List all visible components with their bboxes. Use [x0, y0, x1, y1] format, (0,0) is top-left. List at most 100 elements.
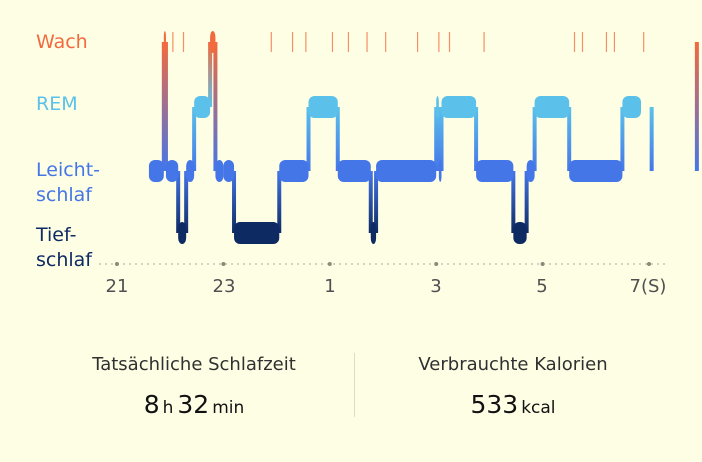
x-tick-dot [434, 262, 439, 266]
stage-transition [208, 42, 213, 107]
axis-dot [99, 263, 101, 265]
axis-dot [123, 263, 125, 265]
stage-bar-light [186, 160, 195, 182]
axis-dot [585, 263, 587, 265]
stage-transition [474, 107, 479, 171]
x-tick-dot [647, 262, 651, 266]
axis-dot [423, 263, 425, 265]
stage-transition [161, 42, 166, 171]
axis-dot [453, 263, 455, 265]
axis-dot [417, 263, 419, 265]
axis-dot [555, 263, 557, 265]
stage-bar-light [569, 160, 623, 182]
axis-dot [603, 263, 605, 265]
stage-bar-rem [441, 96, 477, 118]
axis-dot [273, 263, 275, 265]
axis-dot [597, 263, 599, 265]
axis-dot [195, 263, 197, 265]
axis-dot [375, 263, 377, 265]
axis-dot [231, 263, 233, 265]
stage-transition [567, 107, 572, 171]
axis-dot [135, 263, 137, 265]
axis-dot [465, 263, 467, 265]
stage-transition [335, 107, 340, 171]
axis-dot [381, 263, 383, 265]
stage-transition [374, 171, 379, 233]
stage-transition [434, 107, 439, 171]
axis-dot [645, 263, 647, 265]
axis-dot [393, 263, 395, 265]
axis-dot [405, 263, 407, 265]
stage-bar-wake [163, 31, 166, 53]
axis-dot [621, 263, 623, 265]
stage-transition [620, 107, 625, 171]
axis-dot [501, 263, 503, 265]
axis-dot [255, 263, 257, 265]
axis-dot [213, 263, 215, 265]
axis-dot [447, 263, 449, 265]
x-tick-label: 1 [324, 276, 336, 297]
x-tick-dot [540, 262, 545, 266]
stage-transition [277, 171, 282, 233]
axis-dot [627, 263, 629, 265]
axis-dot [399, 263, 401, 265]
axis-dot [243, 263, 245, 265]
axis-dot [519, 263, 521, 265]
stage-transition [439, 107, 444, 171]
stage-label-rem: REM [36, 93, 78, 115]
axis-dot [291, 263, 293, 265]
stage-bar-rem [534, 96, 570, 118]
axis-dot [363, 263, 365, 265]
axis-dot [441, 263, 443, 265]
wake-ticks [164, 32, 645, 52]
x-tick-label: 21 [105, 276, 129, 297]
sleep-minutes: 32 [177, 390, 210, 419]
axis-dot [177, 263, 179, 265]
stage-bar-light [438, 160, 442, 182]
axis-dot [267, 263, 269, 265]
stage-bar-rem [622, 96, 641, 118]
stage-bar-deep [370, 222, 377, 244]
sleep-time-value: 8 h 32 min [144, 390, 245, 419]
axis-dot [507, 263, 509, 265]
axis-dot [651, 263, 653, 265]
stage-transition [436, 107, 441, 171]
stage-transition [368, 171, 373, 233]
sleep-time-title: Tatsächliche Schlafzeit [92, 354, 296, 375]
x-tick-label: 7(S) [629, 276, 667, 297]
axis-dot [225, 263, 227, 265]
axis-dot [309, 263, 311, 265]
stage-bar-light [148, 160, 164, 182]
minutes-unit: min [212, 398, 245, 418]
stage-transition [694, 42, 699, 171]
x-tick-dot [115, 262, 119, 266]
axis-dot [537, 263, 539, 265]
axis-dot [147, 263, 149, 265]
x-tick-label: 3 [430, 276, 442, 297]
stage-bar-light [526, 160, 535, 182]
calories-unit: kcal [521, 398, 556, 418]
stage-transition [532, 107, 537, 171]
stage-bar-rem [194, 96, 211, 118]
axis-dot [477, 263, 479, 265]
axis-dot [339, 263, 341, 265]
axis-dot [297, 263, 299, 265]
axis-dot [237, 263, 239, 265]
stage-bar-deep [513, 222, 527, 244]
stage-bar-rem [436, 96, 439, 118]
stage-bar-light [215, 160, 224, 182]
stage-transition [184, 171, 189, 233]
stage-bar-light [376, 160, 437, 182]
axis-dot [513, 263, 515, 265]
stage-bar-rem [308, 96, 338, 118]
axis-dot [201, 263, 203, 265]
axis-dot [471, 263, 473, 265]
axis-dot [141, 263, 143, 265]
stage-bar-deep [178, 222, 187, 244]
axis-dot [573, 263, 575, 265]
calories-number: 533 [470, 390, 519, 419]
x-tick-dot [327, 262, 332, 266]
axis-dot [489, 263, 491, 265]
axis-dot [591, 263, 593, 265]
stage-bar-deep [234, 222, 280, 244]
